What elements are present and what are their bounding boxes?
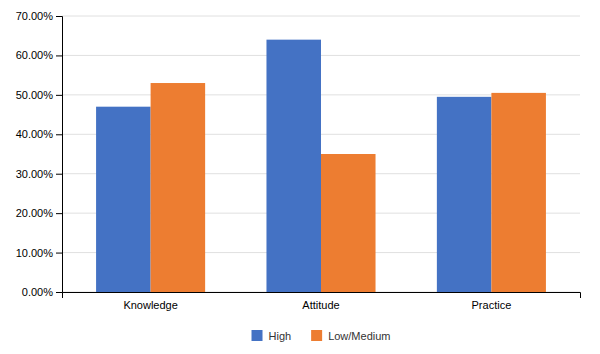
tick: Knowledge <box>123 299 177 311</box>
tick: 60.00% <box>16 49 62 61</box>
bar <box>96 107 151 292</box>
legend-item: Low/Medium <box>311 330 390 342</box>
tick-label: 10.00% <box>16 247 54 259</box>
tick-mark <box>56 55 62 56</box>
tick: Attitude <box>302 299 339 311</box>
tick-mark <box>56 16 62 17</box>
grid <box>62 16 580 292</box>
tick-mark <box>56 95 62 96</box>
bar <box>321 154 376 292</box>
chart: 0.00% 10.00% 20.00% 30.00% 40.00% 50.00% 60.00… <box>0 0 600 354</box>
plot: 0.00% 10.00% 20.00% 30.00% 40.00% 50.00% 60.00… <box>16 10 581 311</box>
tick-mark <box>56 134 62 135</box>
x-axis: Knowledge Attitude Practice <box>63 293 581 311</box>
tick-label: 60.00% <box>16 49 54 61</box>
bar <box>151 83 206 292</box>
bar-series <box>96 40 491 292</box>
legend-item: High <box>252 330 292 342</box>
y-axis: 0.00% 10.00% 20.00% 30.00% 40.00% 50.00% 60.00… <box>16 10 63 298</box>
tick: Practice <box>472 299 512 311</box>
tick: 50.00% <box>16 89 62 101</box>
tick-label: 0.00% <box>22 286 53 298</box>
legend-label: Low/Medium <box>328 330 390 342</box>
tick-label: 30.00% <box>16 168 54 180</box>
bars <box>96 40 546 292</box>
bar <box>437 97 492 292</box>
legend: High Low/Medium <box>252 330 391 342</box>
tick: 30.00% <box>16 168 62 180</box>
tick: 40.00% <box>16 128 62 140</box>
tick: 10.00% <box>16 247 62 259</box>
legend-swatch <box>252 330 263 341</box>
tick-label: Knowledge <box>123 299 177 311</box>
tick-label: Practice <box>472 299 512 311</box>
tick-label: 20.00% <box>16 207 54 219</box>
tick-label: Attitude <box>302 299 339 311</box>
axis-line <box>63 293 581 299</box>
legend-label: High <box>269 330 292 342</box>
axis-line <box>56 17 63 293</box>
tick: 0.00% <box>22 286 62 298</box>
tick-mark <box>56 174 62 175</box>
bar <box>491 93 546 292</box>
legend-swatch <box>311 330 322 341</box>
tick-mark <box>56 253 62 254</box>
tick-mark <box>56 213 62 214</box>
grid-line <box>62 16 580 17</box>
tick-label: 50.00% <box>16 89 54 101</box>
tick-label: 70.00% <box>16 10 54 22</box>
tick-mark <box>56 292 62 293</box>
tick: 20.00% <box>16 207 62 219</box>
bar <box>266 40 321 292</box>
bar-series <box>151 83 546 292</box>
tick: 70.00% <box>16 10 62 22</box>
tick-label: 40.00% <box>16 128 54 140</box>
